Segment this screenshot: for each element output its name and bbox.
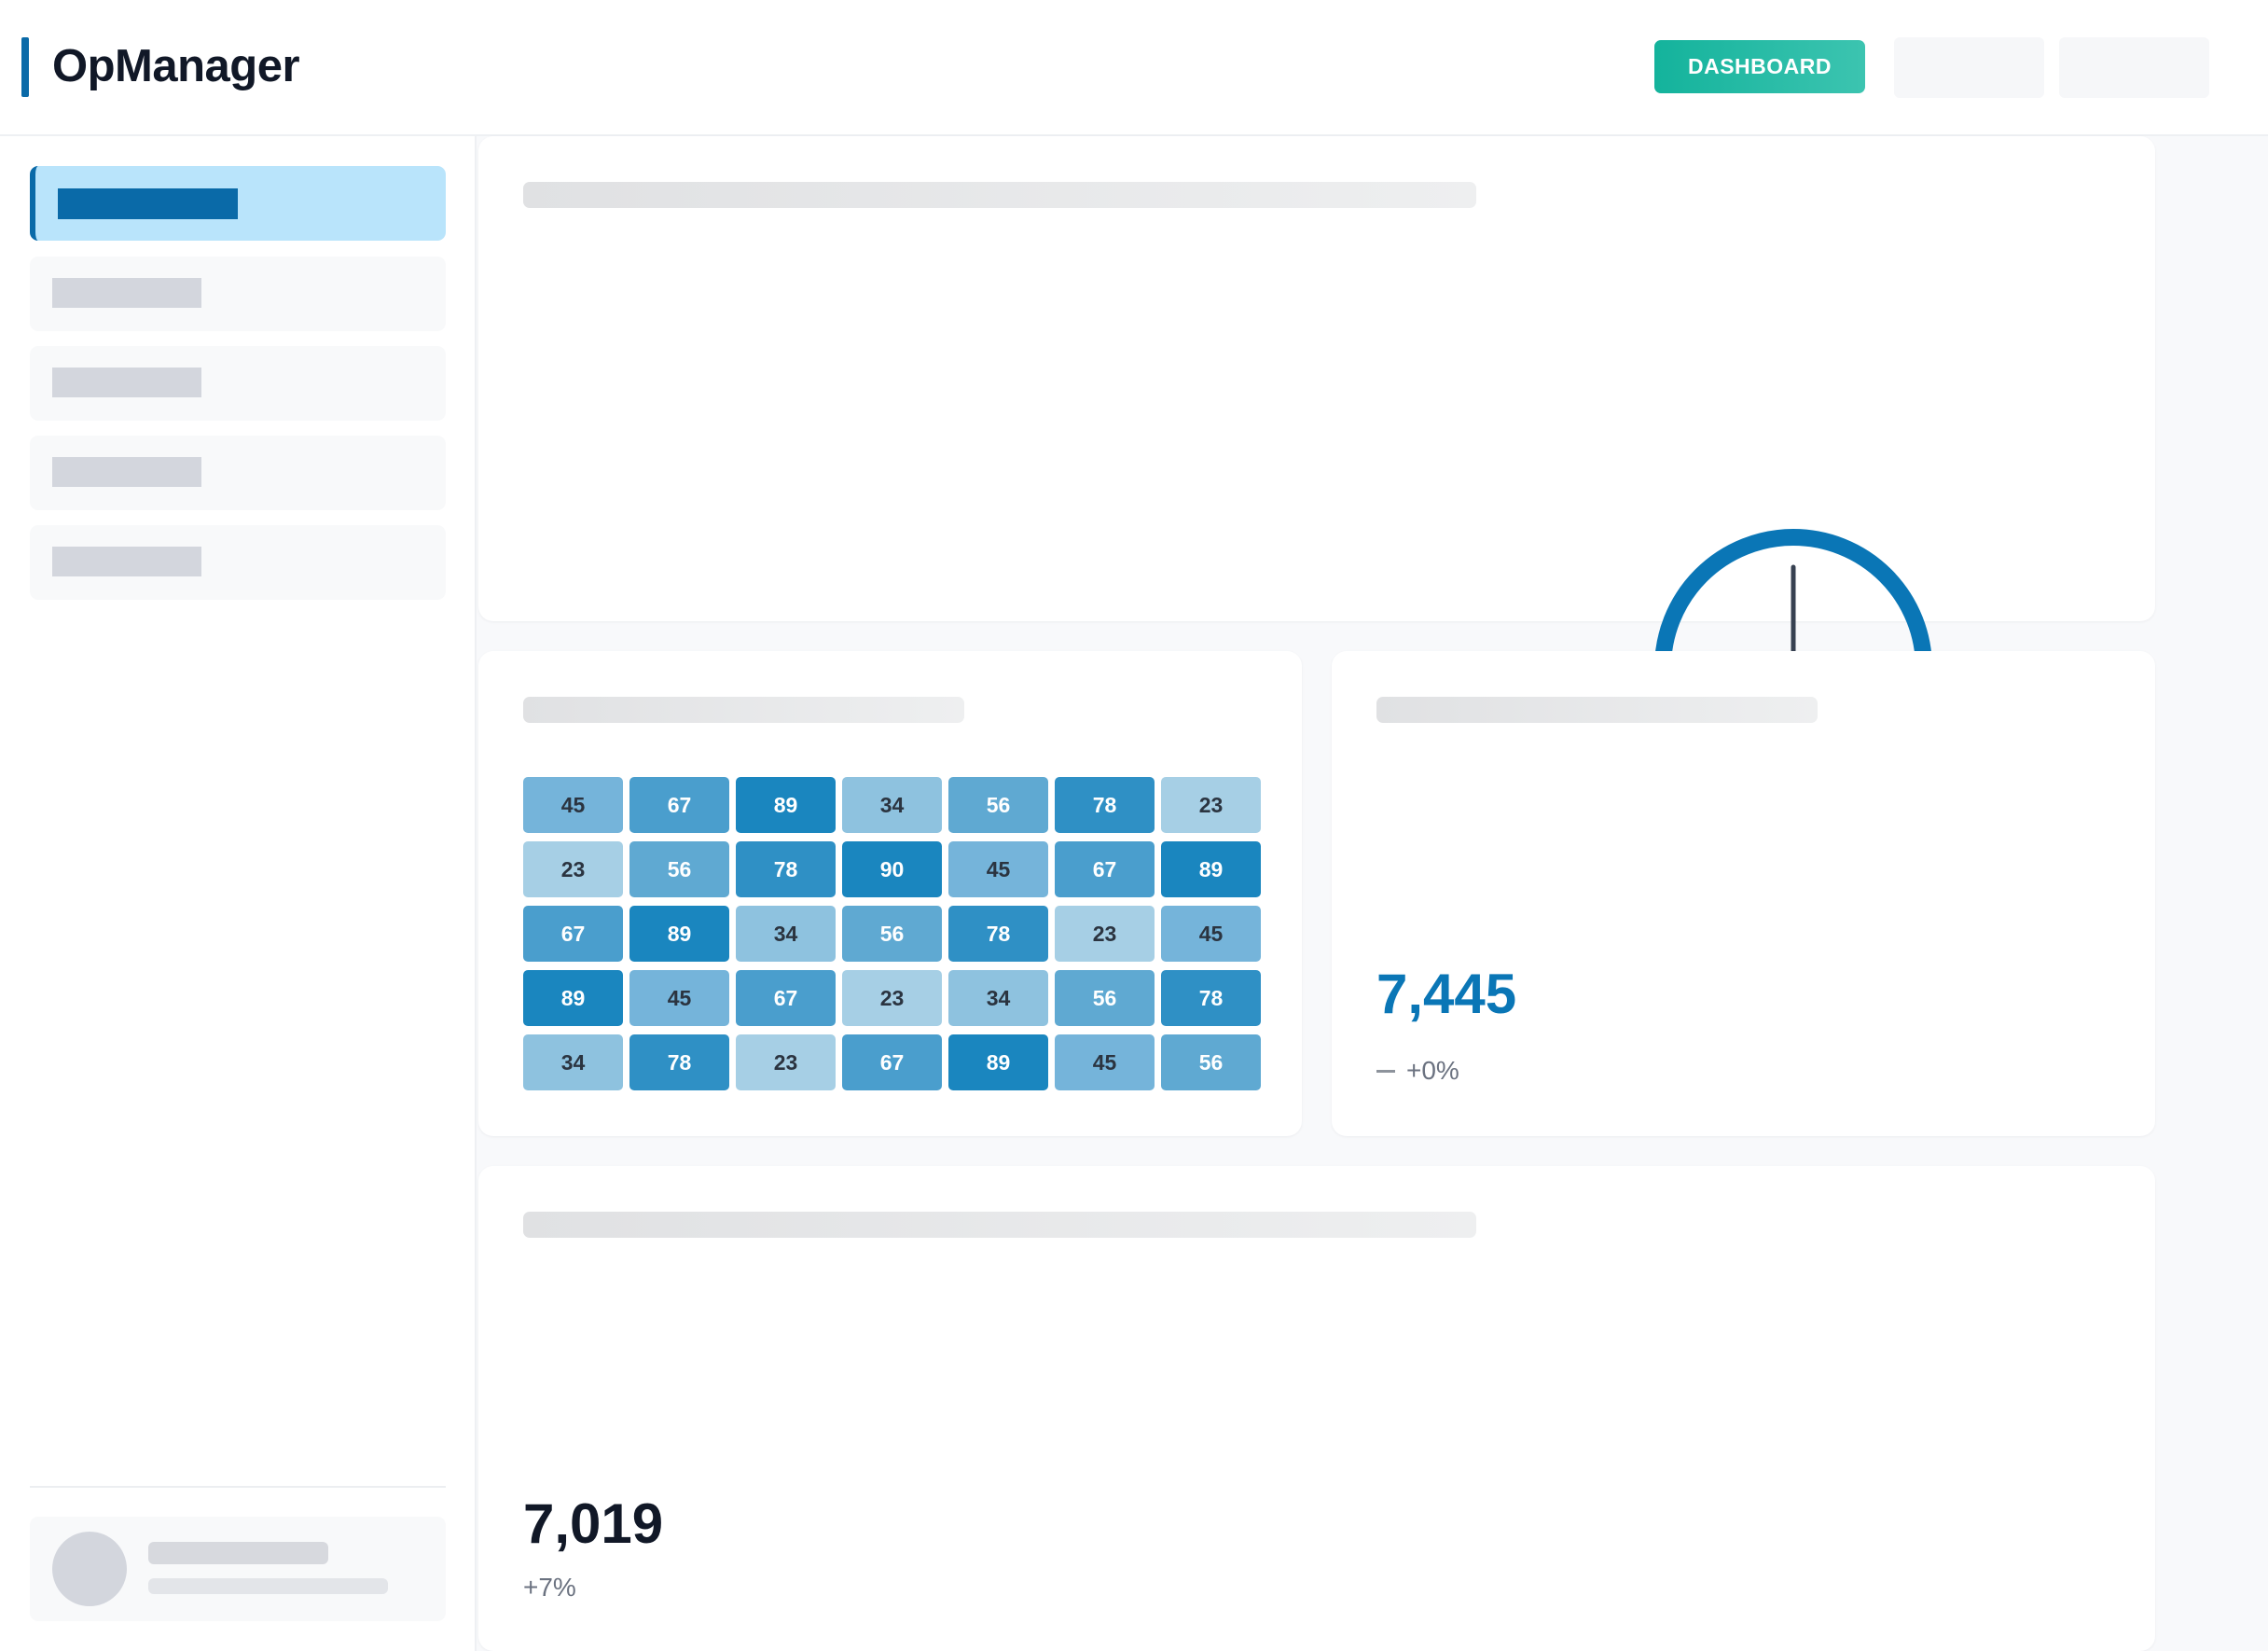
kpi-delta: +0% (1406, 1056, 1459, 1085)
heatmap-cell[interactable]: 45 (523, 777, 623, 833)
heatmap-cell[interactable]: 56 (1161, 1034, 1261, 1090)
heatmap-cell[interactable]: 78 (629, 1034, 729, 1090)
sidebar-item-label-placeholder (52, 278, 201, 308)
gauge-arc (1654, 529, 1932, 676)
kpi-card: 7,445 +0% (1332, 651, 2155, 1136)
heatmap-cell[interactable]: 45 (948, 841, 1048, 897)
heatmap-cell[interactable]: 34 (842, 777, 942, 833)
card-title-placeholder (523, 697, 964, 723)
heatmap-cell[interactable]: 78 (1161, 970, 1261, 1026)
summary-delta: +7% (523, 1573, 576, 1602)
heatmap-card: 45 67 89 34 56 78 23 23 56 78 90 45 67 89 67 89 34 56 78 23… (478, 651, 1302, 1136)
sidebar-item-label-placeholder (52, 547, 201, 576)
heatmap-cell[interactable]: 90 (842, 841, 942, 897)
heatmap-cell[interactable]: 45 (629, 970, 729, 1026)
heatmap-cell[interactable]: 23 (523, 841, 623, 897)
header-action-placeholder[interactable] (2059, 37, 2209, 98)
header-action-placeholder[interactable] (1894, 37, 2044, 98)
heatmap-cell[interactable]: 67 (736, 970, 836, 1026)
heatmap-cell[interactable]: 56 (629, 841, 729, 897)
brand-accent-bar (21, 37, 29, 97)
sidebar-item-label-placeholder (52, 457, 201, 487)
heatmap-cell[interactable]: 34 (523, 1034, 623, 1090)
heatmap-cell[interactable]: 89 (629, 906, 729, 962)
heatmap-cell[interactable]: 56 (842, 906, 942, 962)
user-name-placeholder (148, 1542, 328, 1564)
heatmap-cell[interactable]: 23 (1055, 906, 1155, 962)
user-profile-card[interactable] (30, 1517, 446, 1621)
heatmap-cell[interactable]: 45 (1055, 1034, 1155, 1090)
heatmap-cell[interactable]: 89 (736, 777, 836, 833)
sidebar-divider (30, 1486, 446, 1488)
heatmap-cell[interactable]: 67 (842, 1034, 942, 1090)
summary-card: 7,019 +7% (478, 1166, 2155, 1651)
heatmap-cell[interactable]: 34 (948, 970, 1048, 1026)
sidebar-item[interactable] (30, 346, 446, 421)
heatmap-cell[interactable]: 89 (948, 1034, 1048, 1090)
sidebar-item-label-placeholder (58, 188, 238, 219)
kpi-delta-row: +0% (1376, 1054, 1459, 1088)
sidebar-item[interactable] (30, 257, 446, 331)
heatmap-cell[interactable]: 78 (948, 906, 1048, 962)
top-header: OpManager DASHBOARD (0, 0, 2268, 136)
heatmap-grid: 45 67 89 34 56 78 23 23 56 78 90 45 67 89 67 89 34 56 78 23… (523, 777, 1261, 1090)
heatmap-cell[interactable]: 56 (1055, 970, 1155, 1026)
heatmap-cell[interactable]: 89 (523, 970, 623, 1026)
sidebar-item[interactable] (30, 436, 446, 510)
heatmap-cell[interactable]: 34 (736, 906, 836, 962)
sidebar (0, 136, 477, 1651)
gauge-card (478, 136, 2155, 676)
user-role-placeholder (148, 1578, 388, 1594)
heatmap-cell[interactable]: 89 (1161, 841, 1261, 897)
kpi-value: 7,445 (1376, 963, 1517, 1025)
app-logo-title[interactable]: OpManager (52, 41, 300, 91)
sidebar-item-label-placeholder (52, 368, 201, 397)
heatmap-cell[interactable]: 67 (523, 906, 623, 962)
sidebar-item-active[interactable] (30, 166, 446, 241)
heatmap-cell[interactable]: 78 (1055, 777, 1155, 833)
heatmap-cell[interactable]: 67 (629, 777, 729, 833)
card-title-placeholder (1376, 697, 1818, 723)
card-title-placeholder (523, 182, 1476, 208)
heatmap-cell[interactable]: 45 (1161, 906, 1261, 962)
summary-value: 7,019 (523, 1492, 664, 1555)
avatar (52, 1532, 127, 1606)
heatmap-cell[interactable]: 23 (1161, 777, 1261, 833)
heatmap-cell[interactable]: 78 (736, 841, 836, 897)
heatmap-cell[interactable]: 23 (842, 970, 942, 1026)
card-title-placeholder (523, 1212, 1476, 1238)
dash-icon (1376, 1069, 1395, 1073)
dashboard-button[interactable]: DASHBOARD (1654, 40, 1865, 93)
heatmap-cell[interactable]: 67 (1055, 841, 1155, 897)
sidebar-item[interactable] (30, 525, 446, 600)
heatmap-cell[interactable]: 23 (736, 1034, 836, 1090)
heatmap-cell[interactable]: 56 (948, 777, 1048, 833)
